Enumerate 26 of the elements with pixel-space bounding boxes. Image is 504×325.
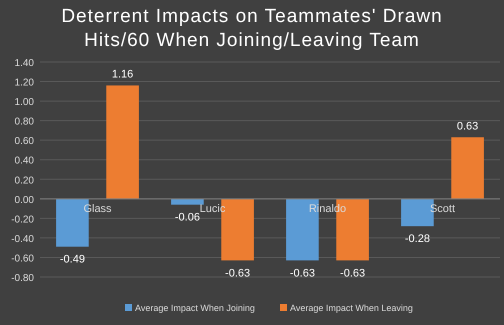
chart-title: Deterrent Impacts on Teammates' Drawn Hits/60 When Joining/Leaving Team: [61, 6, 443, 51]
legend-label: Average Impact When Leaving: [290, 303, 413, 313]
data-label: -0.49: [60, 254, 85, 266]
data-label: -0.28: [404, 233, 430, 246]
y-tick-label: -0.20: [11, 214, 34, 226]
data-label: -0.06: [174, 212, 200, 224]
y-tick-label: 1.40: [14, 58, 34, 69]
y-tick-label: 0.20: [14, 175, 34, 186]
data-label: -0.63: [225, 267, 250, 280]
data-label: -0.63: [340, 267, 366, 280]
data-label: -0.63: [290, 267, 315, 280]
x-tick-label: Rinaldo: [308, 202, 346, 215]
y-tick-label: 1.00: [14, 97, 34, 108]
data-label: 1.16: [112, 68, 134, 80]
y-tick-label: -0.60: [11, 253, 34, 264]
y-tick-label: 0.60: [14, 136, 34, 148]
y-tick-label: 0.80: [14, 116, 34, 128]
y-tick-label: 1.20: [14, 78, 34, 89]
y-tick-label: -0.40: [11, 234, 34, 245]
data-label: 0.63: [456, 120, 478, 132]
y-tick-label: 0.40: [14, 156, 34, 167]
y-tick-label: -0.80: [11, 273, 34, 284]
legend-label: Average Impact When Joining: [135, 303, 255, 313]
bar: [451, 137, 484, 199]
bar: [106, 85, 139, 199]
y-tick-label: 0.00: [14, 194, 34, 206]
